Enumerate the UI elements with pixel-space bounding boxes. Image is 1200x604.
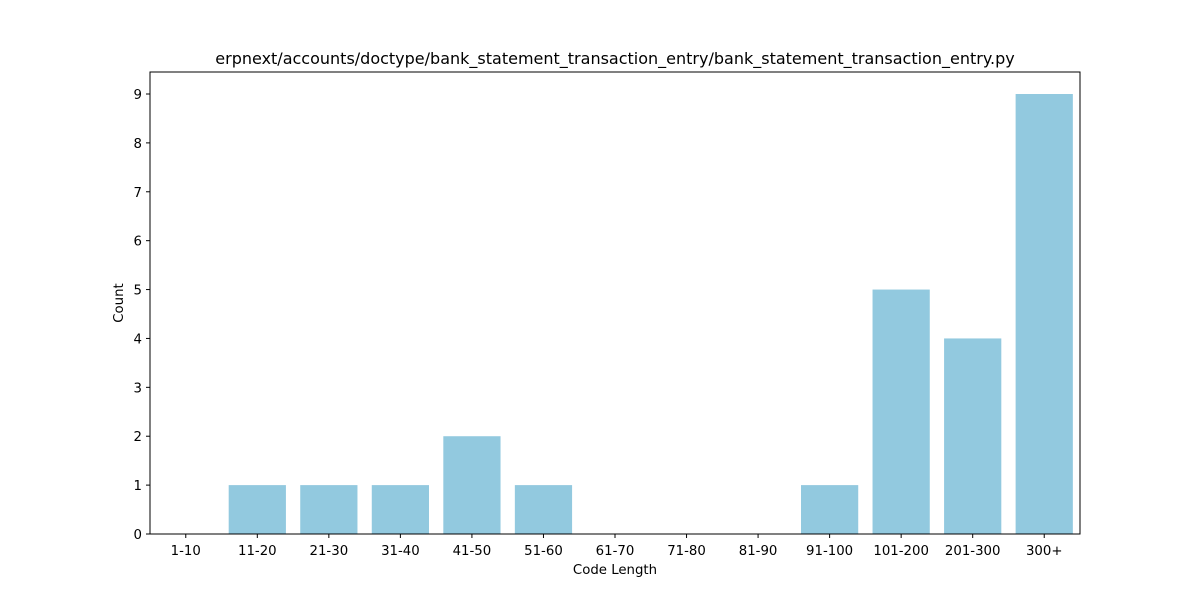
- y-tick-label: 3: [134, 381, 142, 396]
- chart-title: erpnext/accounts/doctype/bank_statement_…: [215, 49, 1014, 69]
- y-axis-label: Count: [112, 283, 127, 323]
- plot-frame: [149, 71, 1081, 535]
- x-tick-label: 21-30: [310, 544, 349, 559]
- x-tick-label: 51-60: [524, 544, 563, 559]
- y-tick-label: 9: [134, 88, 142, 103]
- bar-21-30: [300, 485, 358, 534]
- x-tick-label: 41-50: [453, 544, 492, 559]
- y-tick-label: 0: [134, 528, 142, 543]
- x-tick-label: 11-20: [238, 544, 277, 559]
- x-axis-label: Code Length: [573, 563, 657, 578]
- bar-300+: [1015, 94, 1073, 534]
- bars-group: [228, 94, 1073, 534]
- bar-11-20: [228, 485, 286, 534]
- x-tick-label: 101-200: [873, 544, 929, 559]
- x-tick-label: 91-100: [806, 544, 853, 559]
- x-tick-label: 61-70: [596, 544, 635, 559]
- x-tick-label: 71-80: [667, 544, 706, 559]
- x-tick-label: 31-40: [381, 544, 420, 559]
- y-tick-label: 8: [134, 137, 142, 152]
- bar-91-100: [801, 485, 859, 534]
- bar-31-40: [371, 485, 429, 534]
- bar-101-200: [872, 289, 930, 534]
- y-tick-label: 2: [134, 430, 142, 445]
- y-tick-label: 1: [134, 479, 142, 494]
- x-tick-label: 81-90: [739, 544, 778, 559]
- x-axis: 1-10 11-20 21-30 31-40 41-50 51-60 61-70 71-80 8…: [171, 534, 1063, 559]
- bar-51-60: [514, 485, 573, 534]
- y-tick-label: 6: [134, 235, 142, 250]
- x-tick-label: 1-10: [171, 544, 201, 559]
- y-tick-label: 5: [134, 284, 142, 299]
- bar-41-50: [443, 436, 501, 534]
- x-tick-label: 300+: [1026, 544, 1063, 559]
- y-axis: 0 1 2 3 4 5 6 7 8 9: [134, 88, 150, 543]
- y-tick-label: 4: [134, 332, 142, 347]
- x-tick-label: 201-300: [945, 544, 1001, 559]
- bar-201-300: [944, 338, 1002, 534]
- y-tick-label: 7: [134, 186, 142, 201]
